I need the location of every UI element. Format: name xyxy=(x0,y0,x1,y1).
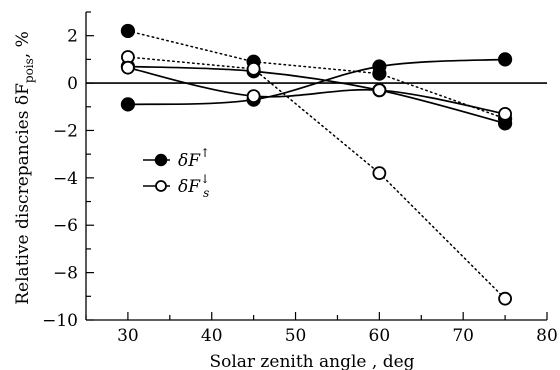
legend-entry-open: δF↓ s xyxy=(143,172,210,200)
data-point xyxy=(120,97,136,112)
x-tick-label: 80 xyxy=(536,326,558,346)
data-point xyxy=(372,166,387,181)
legend-label-filled: δF↑ xyxy=(178,146,210,171)
data-point xyxy=(120,23,136,39)
y-tick-label: 2 xyxy=(67,27,78,47)
y-tick-label: −4 xyxy=(53,169,78,189)
series-line-2 xyxy=(127,58,506,106)
legend-label-open: δF↓ s xyxy=(178,172,210,200)
axes: 30 40 50 60 70 80 2 0 −2 −4 −6 −8 −10 xyxy=(42,11,558,346)
data-point xyxy=(497,52,513,67)
series-lines xyxy=(127,30,506,300)
data-points xyxy=(120,23,513,306)
data-point xyxy=(372,83,387,98)
data-point xyxy=(498,106,512,121)
x-tick-label: 70 xyxy=(452,326,474,346)
x-tick-label: 40 xyxy=(201,326,223,346)
series-line-4 xyxy=(127,66,506,115)
x-tick-label: 50 xyxy=(285,326,307,346)
y-tick-label: −2 xyxy=(53,121,78,141)
y-tick-label: −8 xyxy=(53,264,78,284)
y-tick-label: −10 xyxy=(42,311,78,331)
legend: δF↑ δF↓ s xyxy=(143,146,210,200)
x-tick-label: 30 xyxy=(117,326,139,346)
y-tick-label: 0 xyxy=(67,74,78,94)
legend-marker-filled xyxy=(154,153,168,167)
data-point xyxy=(498,291,512,306)
series-line-0 xyxy=(127,30,506,120)
data-point xyxy=(121,60,135,75)
y-axis-title: Relative discrepancies δFpois, % xyxy=(13,31,36,305)
data-point xyxy=(246,89,261,104)
legend-entry-filled: δF↑ xyxy=(143,146,210,171)
legend-marker-open xyxy=(155,180,167,192)
x-axis-title: Solar zenith angle , deg xyxy=(209,352,414,370)
data-point xyxy=(246,61,261,76)
series-line-1 xyxy=(127,65,506,125)
data-point xyxy=(372,59,387,74)
y-tick-label: −6 xyxy=(53,216,78,236)
x-tick-label: 60 xyxy=(369,326,391,346)
